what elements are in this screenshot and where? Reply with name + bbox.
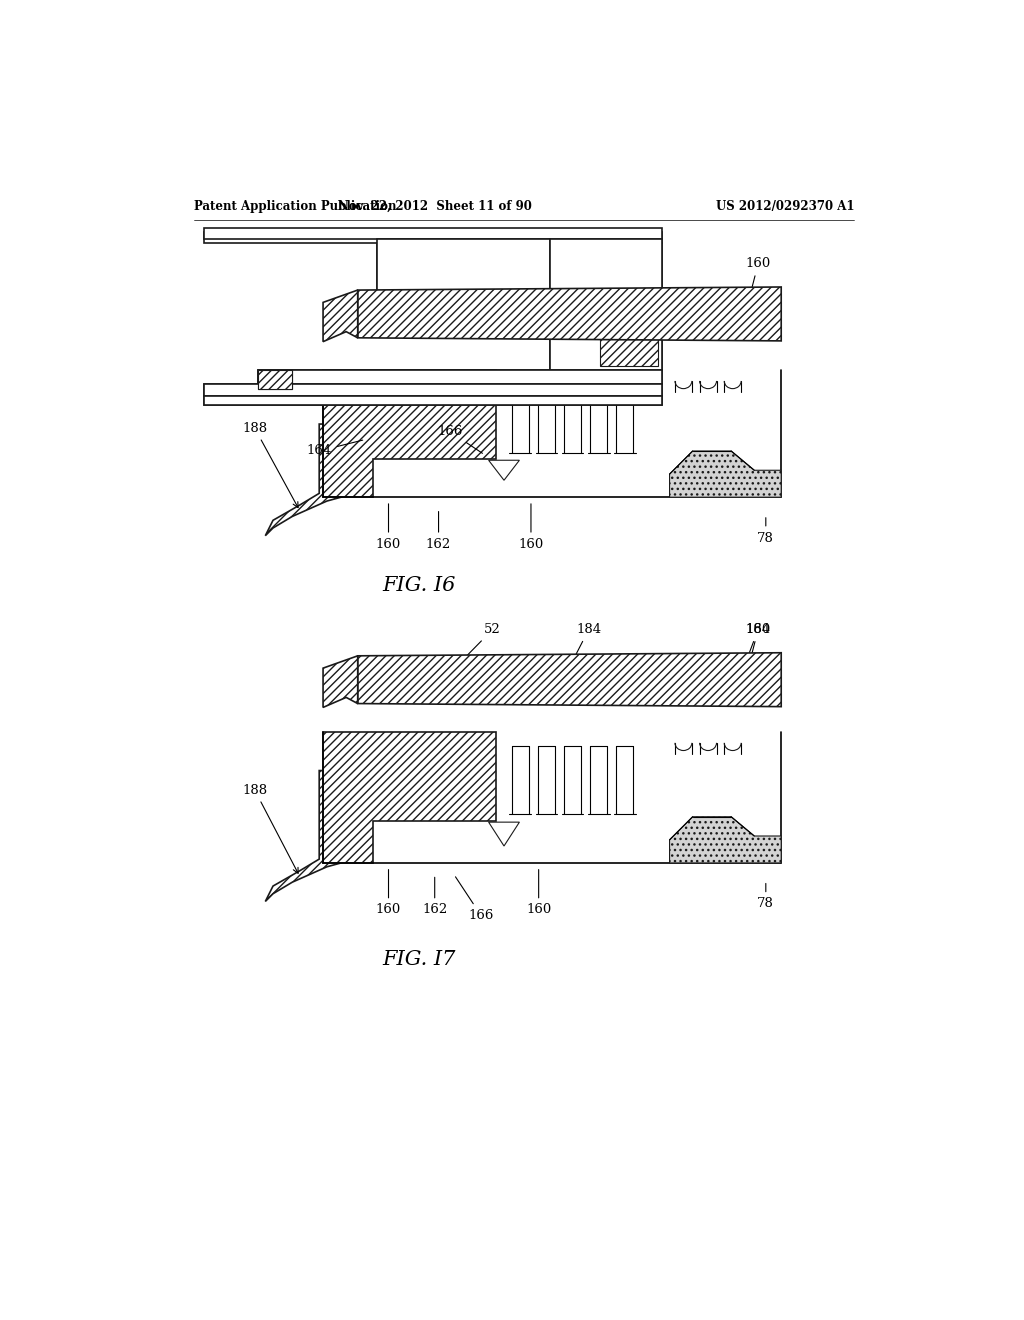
- Polygon shape: [323, 733, 497, 863]
- Polygon shape: [323, 656, 357, 708]
- Polygon shape: [204, 396, 662, 405]
- Text: 78: 78: [758, 883, 774, 911]
- Polygon shape: [204, 227, 662, 239]
- Text: 160: 160: [526, 870, 551, 916]
- Text: 166: 166: [437, 425, 482, 453]
- Polygon shape: [488, 461, 519, 480]
- Polygon shape: [204, 384, 662, 396]
- Text: 160: 160: [745, 257, 771, 306]
- Polygon shape: [550, 243, 662, 370]
- Text: Nov. 22, 2012  Sheet 11 of 90: Nov. 22, 2012 Sheet 11 of 90: [338, 199, 531, 213]
- Polygon shape: [204, 231, 662, 243]
- Polygon shape: [488, 822, 519, 846]
- Text: Patent Application Publication: Patent Application Publication: [194, 199, 396, 213]
- Text: 184: 184: [563, 257, 601, 314]
- Polygon shape: [600, 339, 658, 367]
- Polygon shape: [377, 243, 550, 331]
- Polygon shape: [258, 370, 292, 389]
- Text: 160: 160: [518, 504, 544, 550]
- Polygon shape: [357, 653, 781, 706]
- Polygon shape: [550, 239, 662, 370]
- Text: FIG. I6: FIG. I6: [383, 577, 456, 595]
- Text: FIG. I7: FIG. I7: [383, 949, 456, 969]
- Polygon shape: [258, 370, 292, 389]
- Text: US 2012/0292370 A1: US 2012/0292370 A1: [716, 199, 854, 213]
- Text: 52: 52: [452, 623, 501, 671]
- Text: 164: 164: [306, 440, 362, 458]
- Text: 160: 160: [376, 870, 401, 916]
- Polygon shape: [670, 817, 781, 863]
- Text: 160: 160: [745, 623, 771, 672]
- Text: 188: 188: [243, 784, 298, 874]
- Polygon shape: [265, 771, 370, 902]
- Text: 160: 160: [376, 504, 401, 550]
- Text: 162: 162: [426, 512, 452, 550]
- Polygon shape: [670, 451, 781, 498]
- Text: 184: 184: [742, 623, 771, 672]
- Polygon shape: [600, 339, 658, 367]
- Polygon shape: [357, 286, 781, 341]
- Polygon shape: [258, 370, 662, 384]
- Polygon shape: [377, 239, 550, 327]
- Text: 78: 78: [758, 517, 774, 545]
- Text: 52: 52: [452, 257, 501, 305]
- Text: 162: 162: [422, 878, 447, 916]
- Polygon shape: [204, 396, 662, 405]
- Text: 184: 184: [563, 623, 601, 680]
- Polygon shape: [323, 290, 357, 342]
- Polygon shape: [258, 370, 662, 384]
- Polygon shape: [323, 370, 497, 498]
- Polygon shape: [204, 384, 662, 396]
- Text: 166: 166: [456, 876, 494, 921]
- Polygon shape: [265, 424, 370, 536]
- Text: 188: 188: [243, 422, 298, 507]
